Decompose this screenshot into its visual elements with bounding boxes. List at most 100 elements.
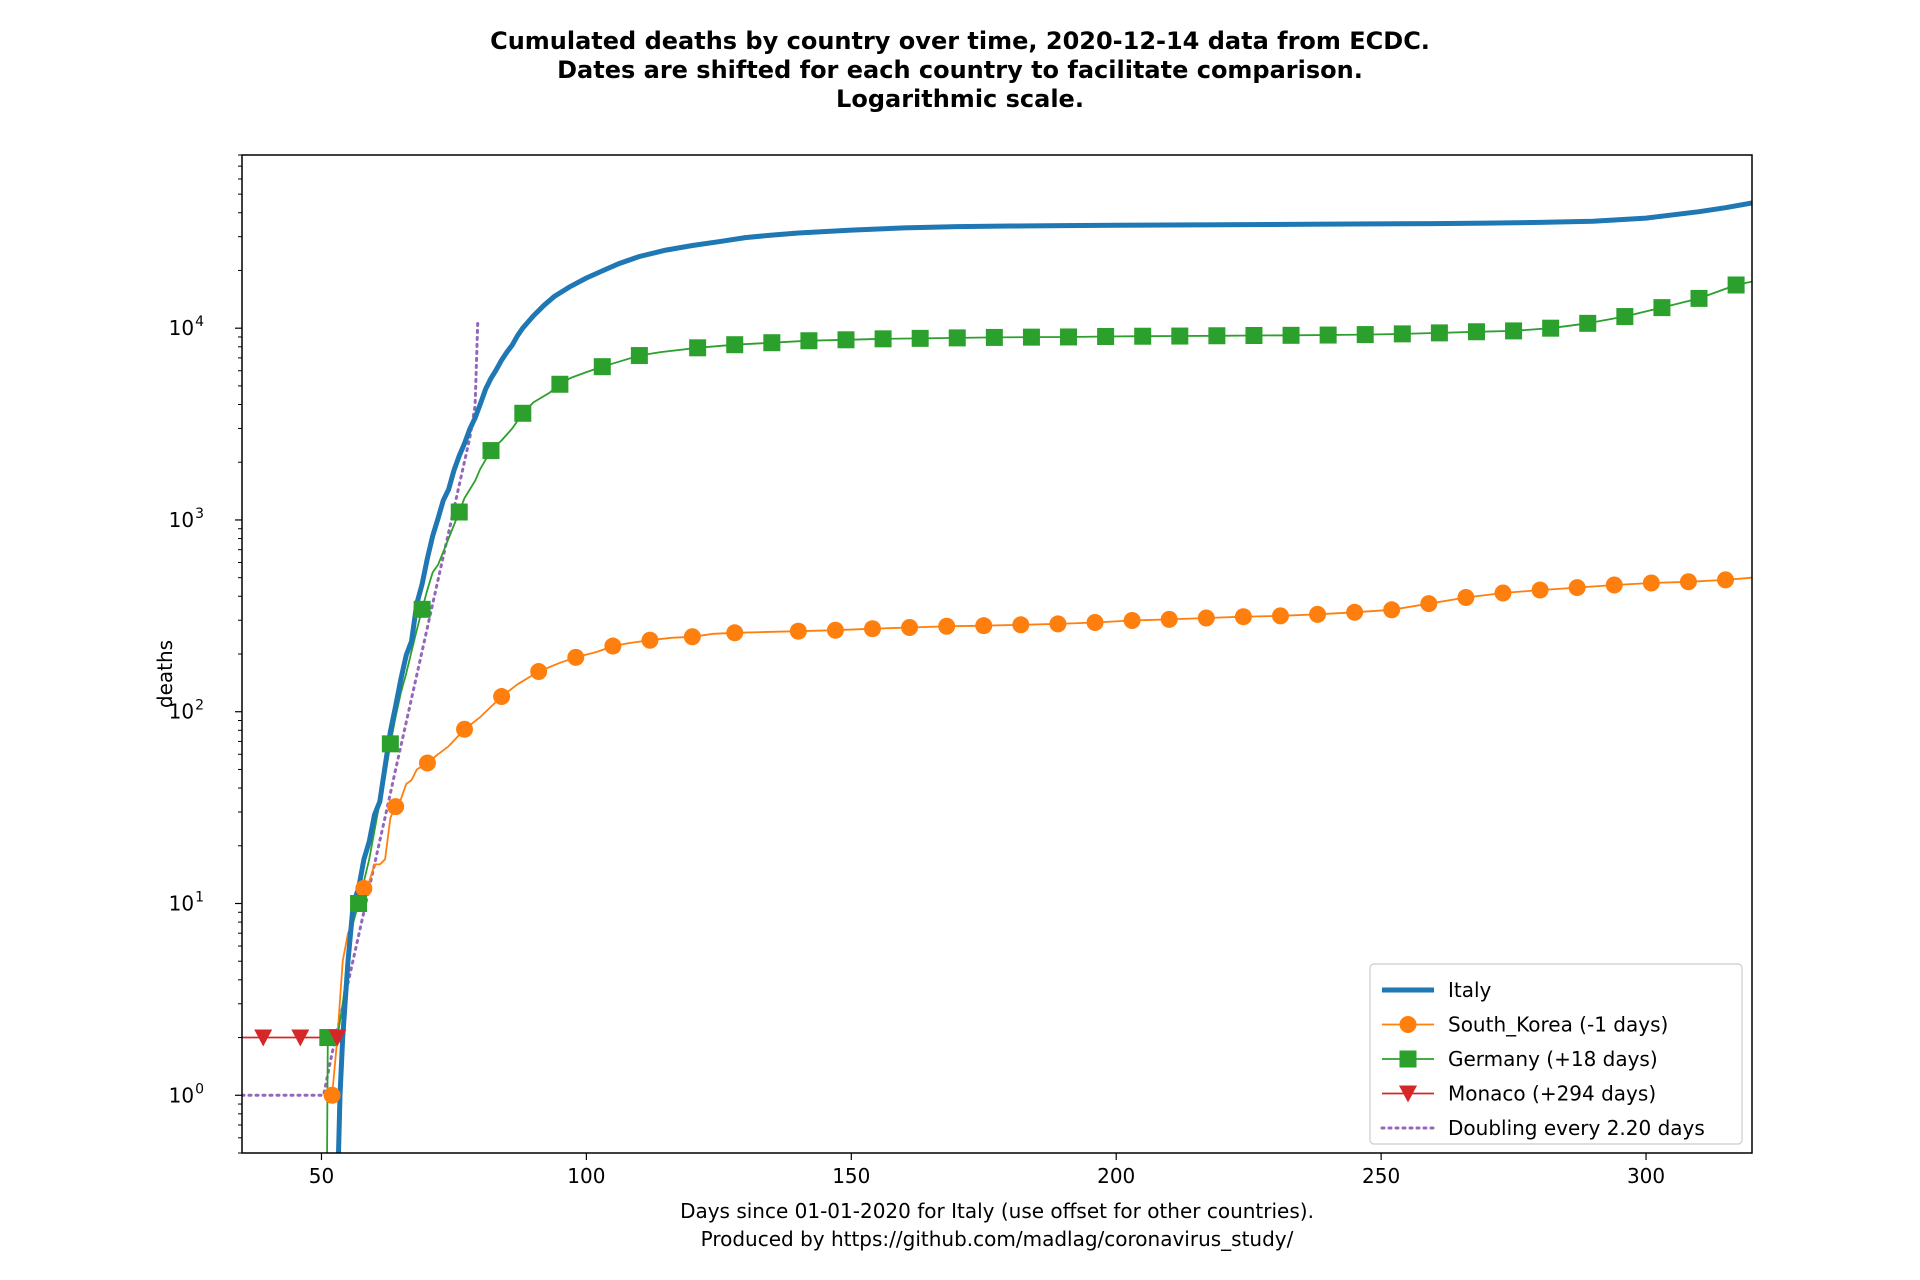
data-point [911, 329, 929, 347]
data-point [1605, 576, 1623, 594]
data-point [800, 332, 818, 350]
data-point [1420, 595, 1438, 613]
data-point [493, 688, 511, 706]
data-point [1097, 328, 1115, 346]
x-axis: 50 100 150 200 250 300 [309, 1153, 1665, 1188]
data-point [1012, 616, 1030, 634]
data-point [593, 358, 611, 376]
data-point [1494, 584, 1512, 602]
data-point [450, 503, 468, 521]
data-point [1060, 328, 1078, 346]
data-point [789, 622, 807, 640]
data-point [1356, 326, 1374, 344]
data-point [328, 1029, 347, 1047]
legend-box [1369, 963, 1743, 1145]
title-line-1: Cumulated deaths by country over time, 2… [490, 27, 1430, 55]
data-point [456, 720, 474, 738]
legend: Italy South_Korea (-1 days) Germany (+18 d… [1369, 963, 1743, 1145]
series-line-south-korea-1-days [331, 576, 1752, 1096]
data-point [1282, 326, 1300, 344]
data-point [901, 618, 919, 636]
data-point [863, 620, 881, 638]
data-point [355, 879, 373, 897]
legend-label: South_Korea (-1 days) [1448, 1013, 1668, 1037]
legend-marker [1399, 1016, 1417, 1033]
x-tick-label: 100 [567, 1164, 605, 1188]
series-line-italy [336, 200, 1752, 1153]
data-point [254, 1029, 273, 1047]
data-point [1171, 327, 1189, 345]
data-point [1134, 327, 1152, 345]
data-point [763, 334, 781, 352]
data-point [291, 1029, 310, 1047]
x-axis-label: Days since 01-01-2020 for Italy (use off… [680, 1199, 1314, 1251]
data-point [1022, 328, 1040, 346]
data-point [1579, 314, 1597, 332]
series-markers-germany-18-days [319, 276, 1745, 1047]
data-point [1208, 327, 1226, 345]
data-point [1086, 613, 1104, 631]
data-point [418, 754, 436, 772]
data-point [826, 621, 844, 639]
data-point [938, 617, 956, 635]
data-point [1160, 610, 1178, 628]
x-tick-label: 150 [832, 1164, 870, 1188]
x-tick-label: 200 [1097, 1164, 1135, 1188]
data-point [1049, 615, 1067, 633]
data-point [1123, 612, 1141, 630]
data-point [1430, 324, 1448, 342]
data-point [514, 404, 532, 422]
data-point [948, 329, 966, 347]
data-point [482, 442, 500, 460]
data-point [1690, 289, 1708, 307]
data-point [689, 339, 707, 357]
legend-item-south-korea-1-days: South_Korea (-1 days) [1382, 1013, 1668, 1037]
data-point [1197, 609, 1215, 627]
data-point [1467, 323, 1485, 341]
legend-marker [1399, 1085, 1417, 1103]
data-point [387, 798, 405, 816]
x-tick-label: 300 [1627, 1164, 1665, 1188]
x-tick-label: 50 [309, 1164, 334, 1188]
x-axis-label-line-1: Days since 01-01-2020 for Italy (use off… [680, 1199, 1314, 1223]
data-point [1245, 326, 1263, 344]
x-axis-label-line-2: Produced by https://github.com/madlag/co… [701, 1227, 1294, 1251]
data-point [726, 336, 744, 354]
title-line-3: Logarithmic scale. [836, 85, 1084, 113]
data-point [350, 895, 368, 912]
data-point [837, 331, 855, 349]
legend-label: Monaco (+294 days) [1448, 1082, 1656, 1106]
data-point [630, 347, 648, 365]
data-point [874, 330, 892, 348]
data-point [604, 637, 622, 655]
chart-title: Cumulated deaths by country over time, 2… [490, 27, 1430, 113]
legend-marker [1399, 1050, 1417, 1068]
series-markers-south-korea-1-days [323, 571, 1735, 1104]
data-point [567, 648, 585, 666]
data-point [1346, 603, 1364, 621]
legend-item-doubling-every-2-20-days: Doubling every 2.20 days [1380, 1116, 1705, 1140]
y-axis-label: deaths [153, 640, 177, 708]
legend-item-monaco-294-days: Monaco (+294 days) [1382, 1082, 1656, 1106]
data-point [1383, 601, 1401, 619]
data-point [1457, 589, 1475, 607]
data-point [1234, 608, 1252, 626]
data-point [530, 663, 548, 681]
legend-label: Germany (+18 days) [1448, 1047, 1658, 1071]
data-point [1727, 276, 1745, 294]
legend-label: Italy [1448, 978, 1492, 1002]
data-point [683, 628, 701, 646]
data-point [1717, 571, 1735, 589]
data-point [1271, 607, 1289, 625]
title-line-2: Dates are shifted for each country to fa… [557, 56, 1363, 84]
data-point [1616, 308, 1634, 326]
data-point [1393, 325, 1411, 343]
data-point [551, 375, 569, 393]
series-markers-monaco-294-days [254, 1029, 347, 1047]
data-point [1542, 319, 1560, 337]
data-point [1505, 322, 1523, 340]
data-point [323, 1086, 341, 1104]
data-point [1309, 605, 1327, 623]
legend-item-italy: Italy [1382, 978, 1492, 1002]
